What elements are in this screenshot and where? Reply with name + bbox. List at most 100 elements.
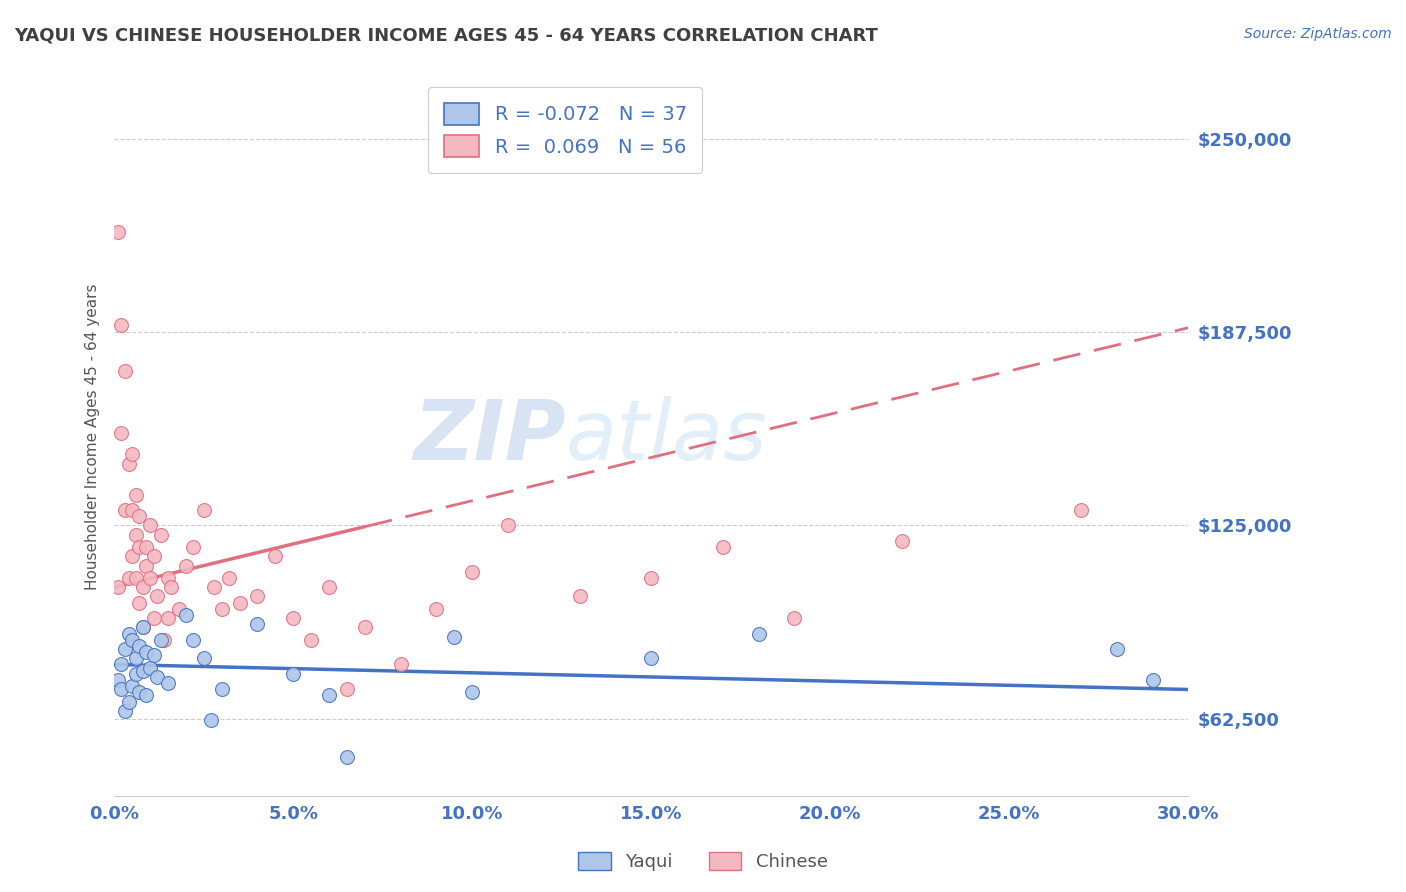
Point bbox=[124, 527, 146, 541]
Point bbox=[142, 648, 165, 663]
Point bbox=[132, 620, 155, 634]
Point bbox=[124, 487, 146, 501]
Point bbox=[128, 639, 150, 653]
Point bbox=[181, 632, 204, 647]
Point bbox=[135, 689, 157, 703]
Point bbox=[193, 503, 215, 517]
Point bbox=[1142, 673, 1164, 687]
Text: atlas: atlas bbox=[565, 396, 766, 477]
Point bbox=[110, 425, 132, 440]
Point bbox=[174, 607, 197, 622]
Point bbox=[353, 620, 375, 634]
Point bbox=[1070, 503, 1092, 517]
Point bbox=[461, 565, 484, 579]
Point bbox=[146, 670, 169, 684]
Point bbox=[139, 571, 162, 585]
Point bbox=[218, 571, 240, 585]
Point bbox=[640, 571, 662, 585]
Point bbox=[110, 318, 132, 332]
Legend: R = -0.072   N = 37, R =  0.069   N = 56: R = -0.072 N = 37, R = 0.069 N = 56 bbox=[429, 87, 702, 173]
Point bbox=[264, 549, 287, 564]
Point bbox=[153, 632, 176, 647]
Point bbox=[110, 682, 132, 697]
Point bbox=[128, 540, 150, 554]
Point bbox=[890, 533, 912, 548]
Point bbox=[121, 632, 143, 647]
Point bbox=[193, 651, 215, 665]
Point bbox=[640, 651, 662, 665]
Point bbox=[336, 682, 359, 697]
Point bbox=[128, 685, 150, 699]
Point bbox=[114, 503, 136, 517]
Point bbox=[107, 225, 129, 239]
Text: Source: ZipAtlas.com: Source: ZipAtlas.com bbox=[1244, 27, 1392, 41]
Point bbox=[114, 364, 136, 378]
Point bbox=[211, 682, 233, 697]
Point bbox=[117, 457, 139, 471]
Point bbox=[283, 666, 305, 681]
Point bbox=[246, 590, 269, 604]
Point bbox=[496, 518, 519, 533]
Point bbox=[128, 596, 150, 610]
Point bbox=[318, 580, 340, 594]
Point bbox=[167, 602, 190, 616]
Point bbox=[107, 673, 129, 687]
Point bbox=[107, 580, 129, 594]
Y-axis label: Householder Income Ages 45 - 64 years: Householder Income Ages 45 - 64 years bbox=[86, 284, 100, 590]
Point bbox=[124, 666, 146, 681]
Point bbox=[139, 518, 162, 533]
Point bbox=[121, 447, 143, 461]
Point bbox=[132, 620, 155, 634]
Point bbox=[181, 540, 204, 554]
Point bbox=[146, 590, 169, 604]
Point bbox=[121, 549, 143, 564]
Point bbox=[748, 626, 770, 640]
Point bbox=[200, 713, 222, 727]
Point bbox=[142, 549, 165, 564]
Point bbox=[117, 694, 139, 708]
Point bbox=[283, 611, 305, 625]
Legend: Yaqui, Chinese: Yaqui, Chinese bbox=[571, 845, 835, 879]
Point bbox=[1105, 642, 1128, 657]
Point bbox=[783, 611, 806, 625]
Point bbox=[246, 617, 269, 632]
Point bbox=[124, 571, 146, 585]
Point bbox=[711, 540, 734, 554]
Point bbox=[132, 580, 155, 594]
Point bbox=[174, 558, 197, 573]
Point bbox=[117, 626, 139, 640]
Point bbox=[135, 540, 157, 554]
Point bbox=[336, 750, 359, 764]
Point bbox=[204, 580, 226, 594]
Point bbox=[156, 611, 179, 625]
Point bbox=[142, 611, 165, 625]
Point bbox=[110, 657, 132, 672]
Point bbox=[117, 571, 139, 585]
Point bbox=[135, 558, 157, 573]
Point bbox=[156, 676, 179, 690]
Point bbox=[156, 571, 179, 585]
Point bbox=[160, 580, 183, 594]
Point bbox=[568, 590, 591, 604]
Text: YAQUI VS CHINESE HOUSEHOLDER INCOME AGES 45 - 64 YEARS CORRELATION CHART: YAQUI VS CHINESE HOUSEHOLDER INCOME AGES… bbox=[14, 27, 877, 45]
Point bbox=[114, 642, 136, 657]
Point bbox=[121, 503, 143, 517]
Point bbox=[389, 657, 412, 672]
Point bbox=[139, 660, 162, 674]
Point bbox=[425, 602, 447, 616]
Point bbox=[149, 527, 172, 541]
Point bbox=[121, 679, 143, 693]
Point bbox=[461, 685, 484, 699]
Point bbox=[124, 651, 146, 665]
Point bbox=[228, 596, 250, 610]
Point bbox=[211, 602, 233, 616]
Point bbox=[135, 645, 157, 659]
Point bbox=[443, 630, 465, 644]
Point bbox=[114, 704, 136, 718]
Point bbox=[128, 509, 150, 524]
Text: ZIP: ZIP bbox=[413, 396, 565, 477]
Point bbox=[299, 632, 322, 647]
Point bbox=[149, 632, 172, 647]
Point bbox=[318, 689, 340, 703]
Point bbox=[132, 664, 155, 678]
